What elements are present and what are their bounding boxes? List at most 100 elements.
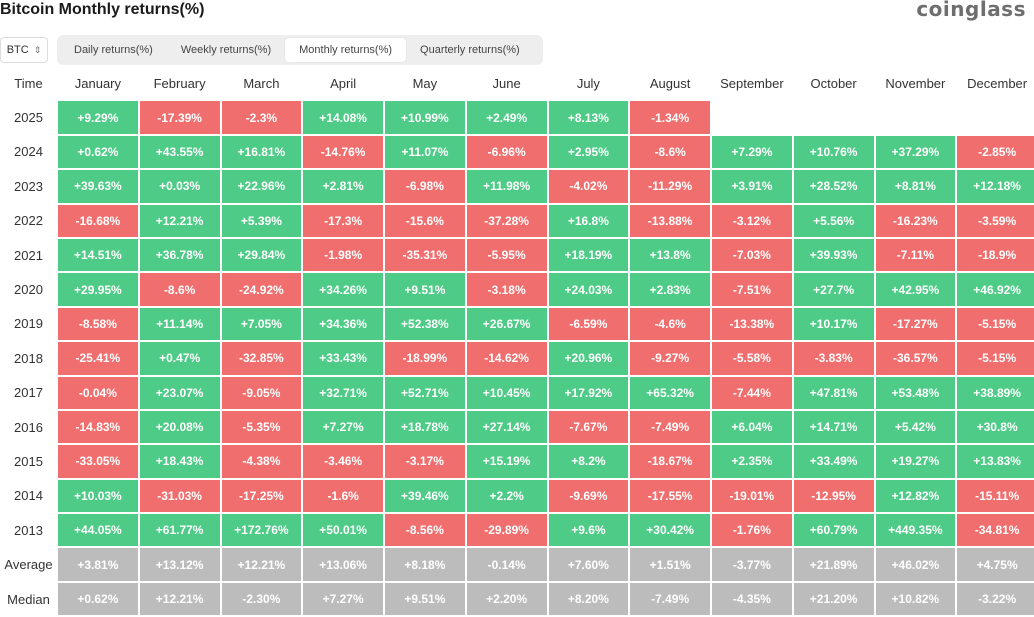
return-cell: +53.48%: [875, 376, 956, 409]
return-cell: +10.45%: [466, 376, 547, 409]
return-cell: -4.02%: [548, 170, 629, 203]
tab-daily-returns[interactable]: Daily returns(%): [74, 44, 153, 56]
return-cell: -9.05%: [221, 376, 302, 409]
return-cell: -18.99%: [385, 342, 465, 375]
return-cell: -36.57%: [875, 342, 956, 375]
return-cell: -34.81%: [957, 514, 1034, 547]
return-cell: +0.62%: [58, 135, 138, 169]
return-cell: -11.29%: [630, 170, 710, 203]
return-cell: +0.47%: [139, 342, 220, 375]
return-cell: +23.07%: [139, 376, 220, 409]
table-row-label: 2017: [14, 385, 43, 401]
tab-weekly-returns[interactable]: Weekly returns(%): [180, 44, 272, 56]
summary-cell: +7.27%: [303, 582, 383, 616]
return-cell: [876, 101, 956, 133]
return-cell: -9.69%: [548, 479, 629, 513]
return-cell: +13.8%: [630, 238, 710, 272]
return-cell: +20.08%: [139, 410, 220, 444]
return-cell: +5.42%: [875, 410, 956, 444]
return-cell: -31.03%: [139, 479, 220, 513]
return-cell: -0.04%: [58, 376, 138, 409]
return-cell: +44.05%: [58, 514, 138, 547]
summary-cell: -3.77%: [712, 548, 792, 581]
table-row-label: 2021: [14, 247, 43, 263]
return-cell: -15.11%: [957, 479, 1034, 513]
return-cell: -13.88%: [630, 204, 710, 237]
return-cell: +20.96%: [548, 342, 629, 375]
return-cell: -5.58%: [712, 342, 792, 375]
tab-monthly-returns[interactable]: Monthly returns(%): [285, 38, 407, 62]
table-header-month: January: [74, 75, 121, 91]
return-cell: +449.35%: [875, 514, 956, 547]
return-cell: +7.05%: [221, 307, 302, 341]
summary-row-label: Median: [7, 591, 50, 607]
return-cell: +14.08%: [303, 101, 383, 134]
coinglass-logo: coinglass: [916, 0, 1026, 21]
return-cell: -3.83%: [793, 342, 874, 375]
return-cell: [712, 101, 792, 133]
return-cell: -1.34%: [630, 101, 710, 134]
table-header-month: November: [885, 75, 946, 91]
return-cell: -2.85%: [957, 135, 1034, 169]
return-cell: +19.27%: [875, 445, 956, 478]
return-cell: -7.67%: [548, 410, 629, 444]
return-cell: +34.26%: [303, 273, 383, 306]
summary-cell: +3.81%: [58, 548, 138, 581]
return-cell: +17.92%: [548, 376, 629, 409]
return-cell: -1.76%: [712, 514, 792, 547]
return-cell: -3.12%: [712, 204, 792, 237]
return-cell: +50.01%: [303, 514, 383, 547]
table-header-month: April: [330, 75, 357, 91]
table-header-month: September: [720, 75, 784, 91]
return-cell: +33.43%: [303, 342, 383, 375]
return-cell: +18.78%: [385, 410, 465, 444]
return-cell: +52.38%: [385, 307, 465, 341]
return-cell: -17.27%: [875, 307, 956, 341]
return-cell: -3.46%: [303, 445, 383, 478]
return-cell: +32.71%: [303, 376, 383, 409]
return-cell: +8.81%: [875, 170, 956, 203]
asset-select[interactable]: BTC ⇕: [0, 37, 48, 63]
return-cell: -17.3%: [303, 204, 383, 237]
table-row-label: 2022: [14, 213, 43, 229]
table-row-label: 2018: [14, 350, 43, 366]
return-cell: -3.18%: [466, 273, 547, 306]
return-cell: +10.99%: [385, 101, 465, 134]
return-cell: -18.9%: [957, 238, 1034, 272]
return-cell: -7.44%: [712, 376, 792, 409]
table-header-month: February: [153, 75, 206, 91]
return-cell: -5.95%: [466, 238, 547, 272]
summary-cell: +2.20%: [466, 582, 547, 616]
return-cell: -4.6%: [630, 307, 710, 341]
return-cell: -8.58%: [58, 307, 138, 341]
tab-quarterly-returns[interactable]: Quarterly returns(%): [420, 44, 520, 56]
table-row-label: 2014: [14, 488, 43, 504]
return-cell: -14.83%: [58, 410, 138, 444]
return-cell: -6.98%: [385, 170, 465, 203]
return-cell: +24.03%: [548, 273, 629, 306]
table-row-label: 2023: [14, 178, 43, 194]
return-cell: +10.17%: [793, 307, 874, 341]
return-cell: -4.38%: [221, 445, 302, 478]
summary-cell: -4.35%: [712, 582, 792, 616]
return-cell: +37.29%: [875, 135, 956, 169]
return-cell: -6.96%: [466, 135, 547, 169]
return-cell: +11.98%: [466, 170, 547, 203]
page-title: Bitcoin Monthly returns(%): [0, 1, 205, 18]
return-cell: -35.31%: [385, 238, 465, 272]
return-cell: +13.83%: [957, 445, 1034, 478]
return-cell: +11.07%: [385, 135, 465, 169]
summary-cell: +8.20%: [548, 582, 629, 616]
return-cell: -37.28%: [466, 204, 547, 237]
return-cell: -7.11%: [875, 238, 956, 272]
return-cell: +2.49%: [466, 101, 547, 134]
summary-cell: +1.51%: [630, 548, 710, 581]
return-cell: +30.8%: [957, 410, 1034, 444]
return-cell: -2.3%: [221, 101, 302, 134]
summary-cell: +12.21%: [139, 582, 220, 616]
return-cell: +2.81%: [303, 170, 383, 203]
return-cell: +9.6%: [548, 514, 629, 547]
return-cell: +5.39%: [221, 204, 302, 237]
return-cell: +10.03%: [58, 479, 138, 513]
return-cell: -17.25%: [221, 479, 302, 513]
